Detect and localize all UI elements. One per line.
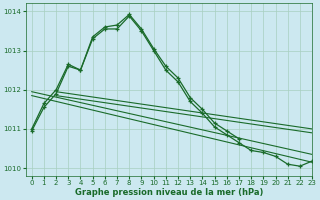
X-axis label: Graphe pression niveau de la mer (hPa): Graphe pression niveau de la mer (hPa) bbox=[75, 188, 263, 197]
